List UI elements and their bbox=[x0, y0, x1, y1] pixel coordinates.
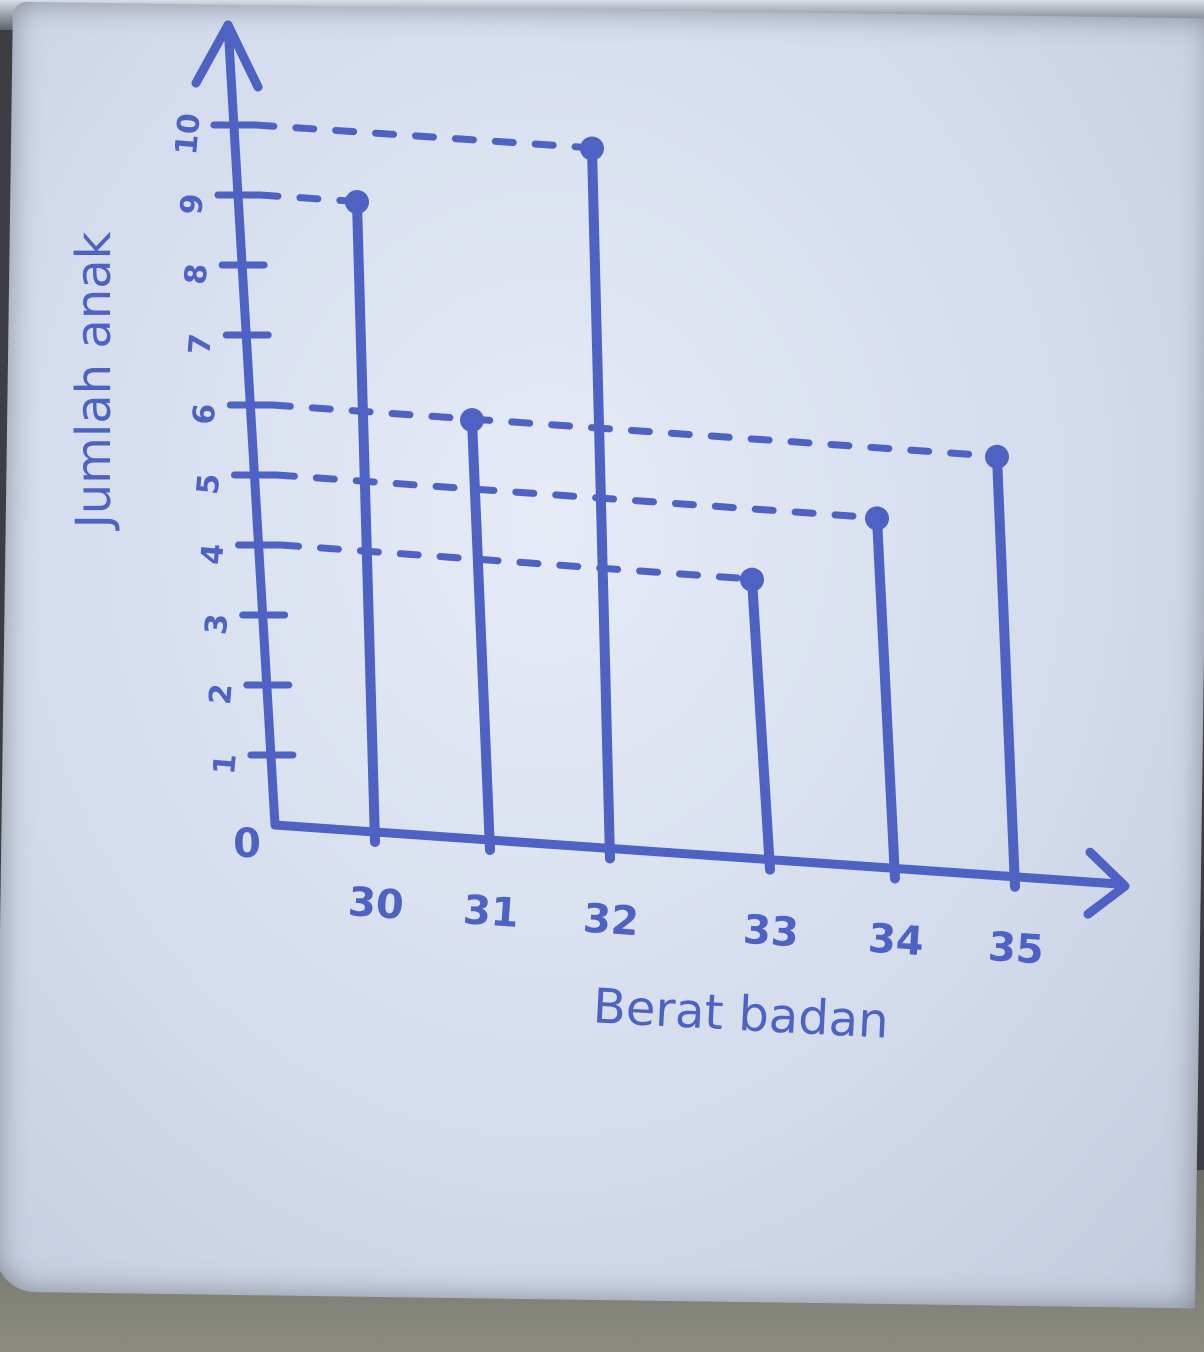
bars-group bbox=[345, 136, 1020, 892]
y-tick-label: 8 bbox=[178, 262, 215, 286]
bar-dot bbox=[985, 444, 1009, 469]
x-tick-label: 30 bbox=[347, 879, 406, 929]
dashed-guide-lines bbox=[252, 121, 1009, 584]
y-tick-label: 5 bbox=[191, 472, 228, 496]
bar-dot bbox=[580, 136, 604, 161]
bar bbox=[352, 197, 380, 847]
x-axis-arrow bbox=[1083, 847, 1130, 919]
guide-line bbox=[252, 121, 604, 152]
y-axis-title: Jumlah anak bbox=[66, 231, 122, 531]
y-tick-label: 7 bbox=[182, 332, 219, 356]
y-tick-label: 0 bbox=[233, 821, 261, 867]
x-axis-title: Berat badan bbox=[592, 978, 890, 1049]
bar bbox=[587, 143, 615, 864]
y-tick-label: 10 bbox=[169, 112, 208, 157]
bar-dot bbox=[740, 567, 764, 592]
y-axis-arrow bbox=[191, 20, 263, 92]
y-tick-label: 1 bbox=[207, 752, 244, 776]
guide-line bbox=[277, 541, 764, 584]
bar bbox=[992, 451, 1020, 892]
y-tick-label: 4 bbox=[195, 542, 232, 566]
x-axis-line bbox=[270, 820, 1125, 889]
bar bbox=[872, 513, 900, 884]
bar-dot bbox=[865, 506, 889, 531]
y-axis-line bbox=[223, 20, 280, 830]
bar-dot bbox=[460, 408, 484, 433]
bar bbox=[747, 574, 775, 875]
x-tick-label: 34 bbox=[867, 916, 926, 966]
y-tick-label: 6 bbox=[187, 402, 224, 426]
y-tick-label: 9 bbox=[174, 192, 211, 216]
x-tick-label: 33 bbox=[742, 907, 801, 957]
y-ticks-group: 0 1 2 3 4 5 6 7 8 9 10 bbox=[169, 112, 297, 867]
x-tick-label: 31 bbox=[462, 887, 521, 937]
x-ticks-group: 30 31 32 33 34 35 bbox=[347, 879, 1046, 974]
bar bbox=[467, 415, 495, 856]
x-tick-label: 35 bbox=[987, 924, 1046, 974]
y-tick-label: 3 bbox=[199, 612, 236, 636]
guide-line bbox=[268, 401, 1009, 461]
bar-dot bbox=[345, 190, 369, 214]
axes-group bbox=[191, 20, 1130, 919]
x-tick-label: 32 bbox=[582, 896, 641, 946]
y-tick-label: 2 bbox=[203, 682, 240, 706]
